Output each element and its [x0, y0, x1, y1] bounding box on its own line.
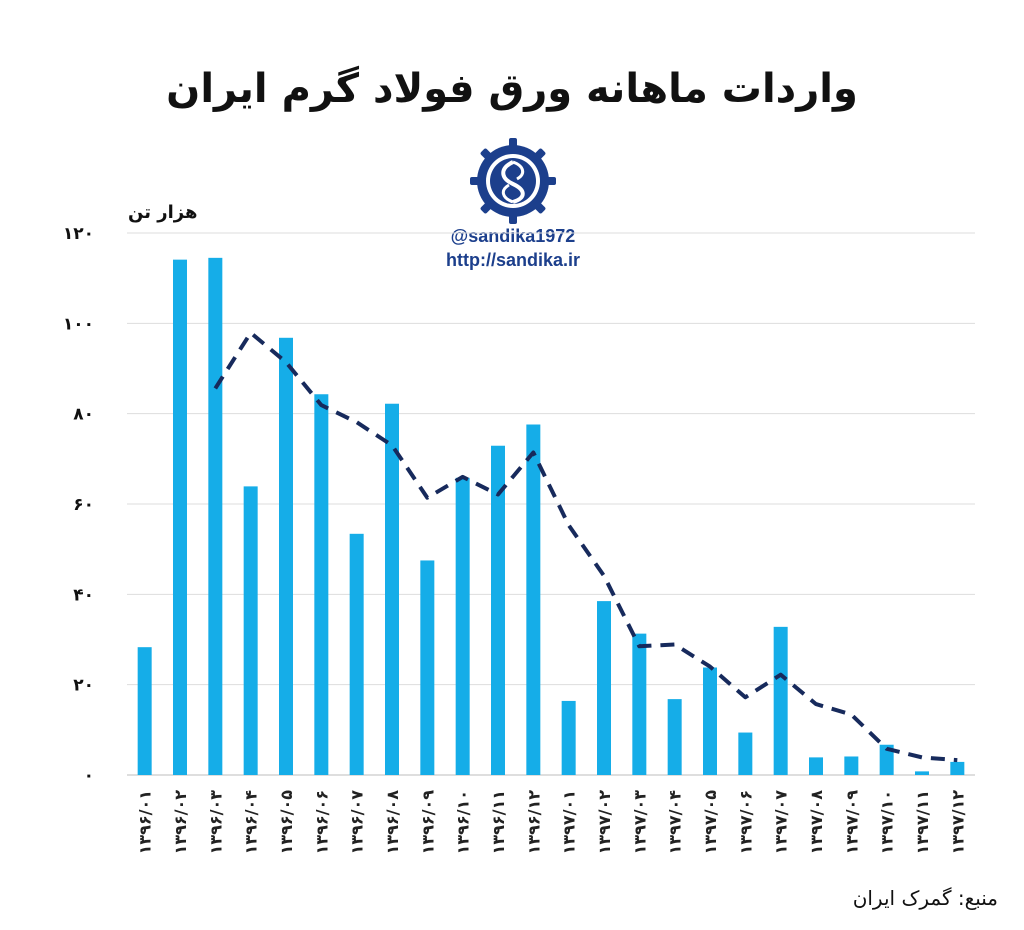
bar: [455, 477, 470, 775]
x-tick-label: ۱۳۹۶/۱۱: [489, 790, 508, 854]
x-tick-label: ۱۳۹۶/۱۰: [454, 790, 473, 854]
bar: [667, 699, 682, 775]
y-tick-label: ۸۰: [73, 405, 94, 425]
bar: [314, 394, 329, 775]
x-tick-label: ۱۳۹۷/۰۶: [736, 790, 755, 854]
watermark-url: http://sandika.ir: [445, 250, 580, 270]
x-tick-label: ۱۳۹۷/۱۱: [913, 790, 932, 854]
bar: [703, 667, 717, 775]
x-tick-label: ۱۳۹۶/۰۹: [418, 790, 437, 855]
x-tick-label: ۱۳۹۶/۰۸: [383, 790, 402, 855]
x-tick-label: ۱۳۹۶/۰۱: [136, 790, 155, 854]
bar: [491, 445, 505, 775]
x-tick-label: ۱۳۹۶/۰۲: [171, 790, 190, 855]
bar: [561, 700, 576, 775]
bar: [173, 259, 187, 776]
x-tick-label: ۱۳۹۷/۰۷: [772, 790, 791, 855]
x-tick-label: ۱۳۹۶/۰۴: [242, 790, 261, 855]
y-tick-label: ۱۰۰: [63, 314, 94, 334]
x-tick-label: ۱۳۹۷/۱۰: [878, 790, 897, 854]
x-tick-label: ۱۳۹۷/۱۲: [948, 790, 967, 855]
x-tick-label: ۱۳۹۷/۰۴: [666, 790, 685, 855]
y-tick-label: ۴۰: [73, 585, 94, 605]
bar: [385, 403, 399, 775]
x-tick-label: ۱۳۹۷/۰۲: [595, 790, 614, 855]
x-tick-label: ۱۳۹۷/۰۳: [630, 790, 649, 855]
bar: [809, 757, 823, 775]
bar: [208, 257, 223, 775]
bar: [844, 756, 859, 775]
bar: [879, 744, 894, 775]
trend-line: [213, 330, 958, 763]
x-tick-label: ۱۳۹۶/۰۳: [206, 790, 225, 855]
watermark-handle: @sandika1972: [450, 226, 576, 246]
bar: [349, 533, 364, 775]
bar: [632, 633, 647, 775]
x-tick-label: ۱۳۹۶/۰۷: [348, 790, 367, 855]
y-tick-label: ۰: [84, 766, 94, 786]
bar: [915, 771, 929, 775]
x-tick-label: ۱۳۹۷/۰۵: [701, 790, 720, 855]
y-tick-label: ۱۲۰: [63, 224, 94, 244]
y-tick-label: ۶۰: [73, 495, 94, 515]
bar: [243, 486, 258, 775]
source-note: منبع: گمرک ایران: [852, 886, 998, 910]
x-tick-label: ۱۳۹۷/۰۱: [560, 790, 579, 854]
y-axis-unit-label: هزار تن: [128, 202, 198, 223]
bar: [526, 424, 541, 775]
x-tick-label: ۱۳۹۷/۰۸: [807, 790, 826, 855]
x-tick-label: ۱۳۹۶/۰۵: [277, 790, 296, 855]
y-tick-label: ۲۰: [73, 676, 94, 696]
x-tick-label: ۱۳۹۶/۰۶: [312, 790, 331, 854]
bar: [773, 626, 788, 775]
bar: [738, 732, 753, 775]
x-tick-label: ۱۳۹۶/۱۲: [524, 790, 543, 855]
bar: [137, 647, 152, 775]
x-tick-label: ۱۳۹۷/۰۹: [842, 790, 861, 855]
chart-title: واردات ماهانه ورق فولاد گرم ایران: [166, 66, 858, 112]
sandika-gear-logo-icon: [470, 138, 556, 224]
bar: [420, 560, 435, 775]
bar: [279, 337, 293, 775]
bar: [950, 761, 965, 775]
bar: [597, 601, 611, 775]
